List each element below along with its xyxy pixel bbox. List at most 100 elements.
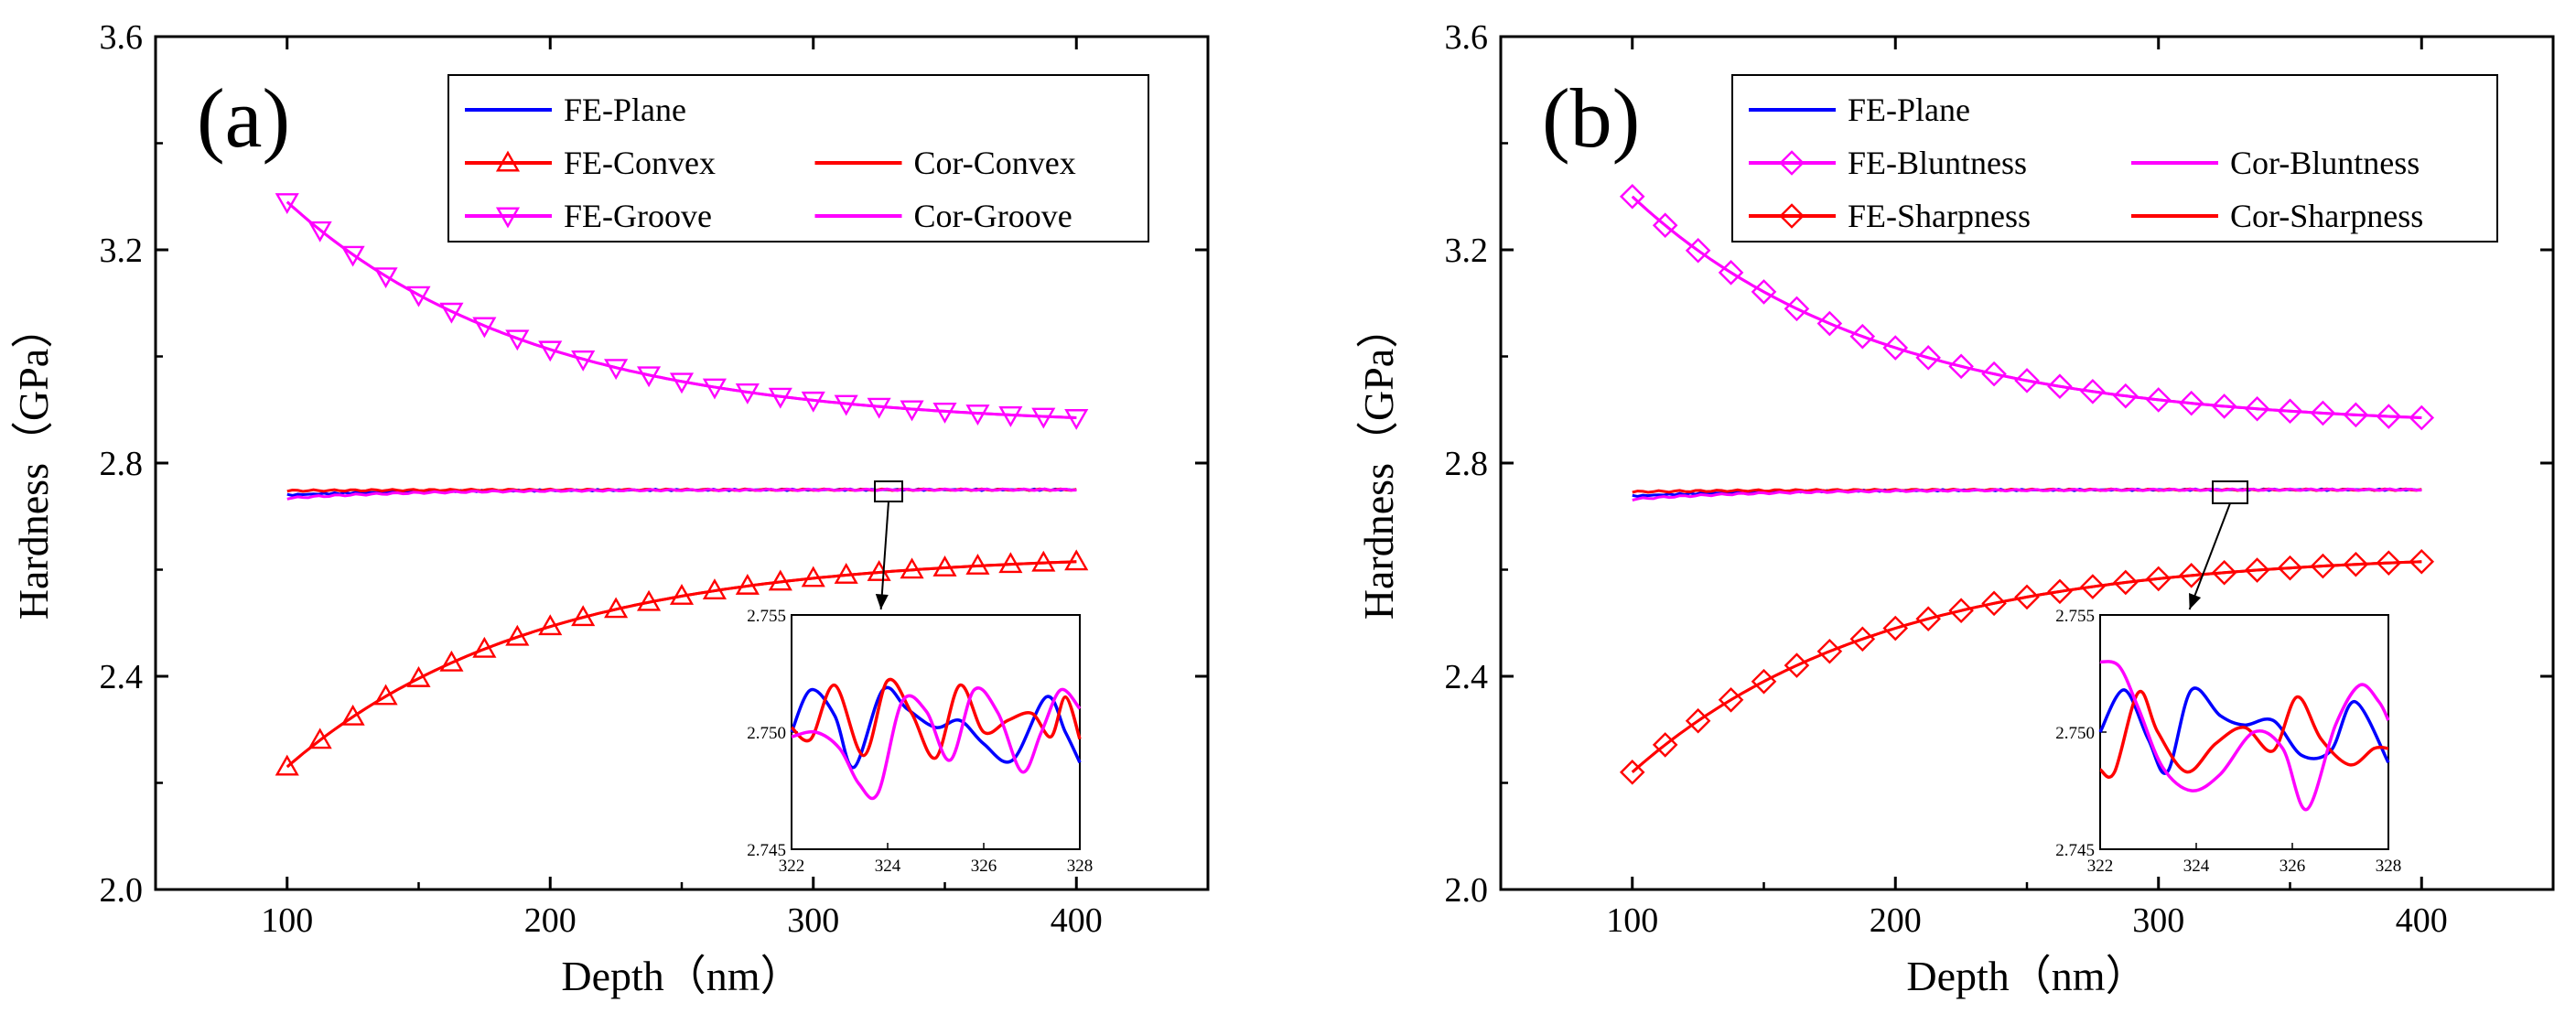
marker-fe-groove bbox=[307, 221, 332, 243]
marker-fe-sharpness bbox=[2047, 578, 2073, 605]
marker-fe-bluntness bbox=[2409, 404, 2435, 431]
series-line-cor-convex bbox=[286, 560, 1077, 769]
marker-fe-groove bbox=[340, 245, 365, 267]
marker-fe-bluntness bbox=[2145, 387, 2172, 413]
zoom-arrow-head bbox=[875, 593, 889, 609]
inset-x-tick-label: 324 bbox=[875, 857, 901, 876]
marker-fe-convex bbox=[307, 728, 332, 749]
inset-y-tick-label: 2.750 bbox=[2055, 724, 2095, 743]
marker-fe-convex bbox=[373, 684, 398, 706]
marker-fe-sharpness bbox=[1981, 590, 2007, 617]
x-tick-label: 400 bbox=[1051, 901, 1103, 940]
inset-y-tick-label: 2.755 bbox=[747, 607, 786, 626]
marker-fe-sharpness bbox=[2244, 557, 2270, 583]
inset-x-tick-label: 324 bbox=[2183, 857, 2210, 876]
zoom-arrow bbox=[2188, 502, 2231, 610]
x-tick-label: 100 bbox=[1606, 901, 1658, 940]
marker-fe-bluntness bbox=[2178, 390, 2204, 416]
y-tick-label: 2.8 bbox=[100, 445, 144, 483]
legend-marker bbox=[1779, 203, 1805, 229]
legend-label: FE-Convex bbox=[564, 145, 716, 181]
inset-series-fe-plane bbox=[790, 685, 1082, 770]
near-plane-line bbox=[1632, 487, 2422, 501]
marker-fe-sharpness bbox=[2178, 563, 2204, 588]
panel-label: (a) bbox=[197, 71, 290, 165]
inset-series-cor-convex bbox=[790, 677, 1082, 760]
marker-fe-sharpness bbox=[1915, 606, 1941, 632]
inset-y-tick-label: 2.750 bbox=[747, 724, 786, 743]
marker-fe-sharpness bbox=[1882, 615, 1909, 641]
marker-fe-groove bbox=[275, 193, 299, 214]
inset-series-cor-bluntness bbox=[2099, 660, 2390, 812]
marker-fe-bluntness bbox=[2080, 378, 2106, 404]
legend-label: FE-Plane bbox=[564, 92, 686, 128]
y-tick-label: 2.0 bbox=[1445, 871, 1489, 910]
marker-fe-bluntness bbox=[2244, 395, 2270, 422]
inset-x-tick-label: 328 bbox=[2376, 857, 2402, 876]
legend-label: Cor-Bluntness bbox=[2230, 145, 2420, 181]
marker-fe-convex bbox=[275, 754, 299, 776]
legend-marker bbox=[495, 150, 521, 172]
chart-panel-2: 100 200 300 400 2.0 2.4 2.8 3.2 3.6 Depth（nm） Hard… bbox=[1355, 18, 2555, 999]
inset-y-tick-label: 2.755 bbox=[2055, 607, 2095, 626]
marker-fe-sharpness bbox=[1948, 598, 1974, 624]
inset-y-tick-label: 2.745 bbox=[747, 841, 786, 860]
marker-fe-bluntness bbox=[2211, 394, 2237, 419]
panel-label: (b) bbox=[1542, 71, 1640, 165]
marker-fe-sharpness bbox=[1619, 760, 1645, 785]
inset-series-fe-plane bbox=[2098, 686, 2390, 775]
marker-fe-bluntness bbox=[2376, 404, 2402, 429]
y-tick-label: 2.4 bbox=[1445, 658, 1489, 696]
inset-chart: 322 324 326 328 2.745 2.750 2.755 bbox=[2055, 607, 2401, 876]
legend-label: Cor-Groove bbox=[914, 198, 1072, 234]
marker-fe-sharpness bbox=[1652, 732, 1678, 758]
y-tick-label: 2.8 bbox=[1445, 445, 1489, 483]
zoom-arrow-head bbox=[2189, 593, 2202, 609]
marker-fe-bluntness bbox=[2277, 398, 2303, 425]
inset-x-tick-label: 322 bbox=[779, 857, 805, 876]
legend-label: FE-Groove bbox=[564, 198, 712, 234]
x-axis-title: Depth（nm） bbox=[561, 953, 802, 999]
y-tick-label: 2.0 bbox=[100, 871, 144, 910]
marker-fe-convex bbox=[340, 704, 365, 726]
y-tick-label: 2.4 bbox=[100, 658, 144, 696]
zoom-arrow bbox=[879, 501, 889, 610]
legend-frame bbox=[1731, 74, 2498, 243]
legend-label: FE-Bluntness bbox=[1848, 145, 2027, 181]
x-tick-label: 100 bbox=[261, 901, 313, 940]
marker-fe-bluntness bbox=[2113, 383, 2139, 409]
x-axis-title: Depth（nm） bbox=[1906, 953, 2147, 999]
x-tick-label: 300 bbox=[787, 901, 839, 940]
marker-fe-sharpness bbox=[2211, 559, 2237, 586]
inset-series-cor-sharpness bbox=[2098, 689, 2389, 779]
y-tick-label: 3.6 bbox=[100, 18, 144, 57]
legend-label: Cor-Sharpness bbox=[2230, 198, 2423, 234]
x-tick-label: 200 bbox=[1870, 901, 1922, 940]
marker-fe-bluntness bbox=[2343, 402, 2369, 428]
marker-fe-sharpness bbox=[2409, 548, 2435, 575]
inset-x-tick-label: 328 bbox=[1067, 857, 1094, 876]
legend-label: FE-Sharpness bbox=[1848, 198, 2031, 234]
y-tick-label: 3.2 bbox=[100, 232, 144, 270]
marker-fe-bluntness bbox=[1652, 212, 1678, 239]
zoom-box bbox=[2212, 480, 2248, 504]
y-axis-title: Hardness（GPa） bbox=[10, 307, 57, 620]
x-tick-label: 200 bbox=[524, 901, 577, 940]
y-tick-label: 3.2 bbox=[1445, 232, 1489, 270]
x-tick-label: 400 bbox=[2396, 901, 2448, 940]
series-line-cor-groove bbox=[286, 200, 1077, 419]
inset-series-cor-groove bbox=[791, 686, 1082, 801]
legend-frame bbox=[447, 74, 1149, 243]
legend-marker bbox=[495, 207, 521, 229]
near-plane-line bbox=[286, 487, 1077, 501]
series-line-cor-bluntness bbox=[1631, 195, 2422, 419]
inset-x-tick-label: 326 bbox=[971, 857, 997, 876]
legend: FE-Plane FE-Bluntness Cor-Bluntness FE-Shar… bbox=[1731, 74, 2498, 243]
marker-fe-bluntness bbox=[2014, 368, 2040, 394]
inset-x-tick-label: 326 bbox=[2280, 857, 2306, 876]
marker-fe-bluntness bbox=[1619, 183, 1645, 210]
marker-fe-convex bbox=[1064, 549, 1089, 571]
marker-fe-sharpness bbox=[2145, 566, 2172, 592]
legend-marker bbox=[1779, 150, 1805, 176]
